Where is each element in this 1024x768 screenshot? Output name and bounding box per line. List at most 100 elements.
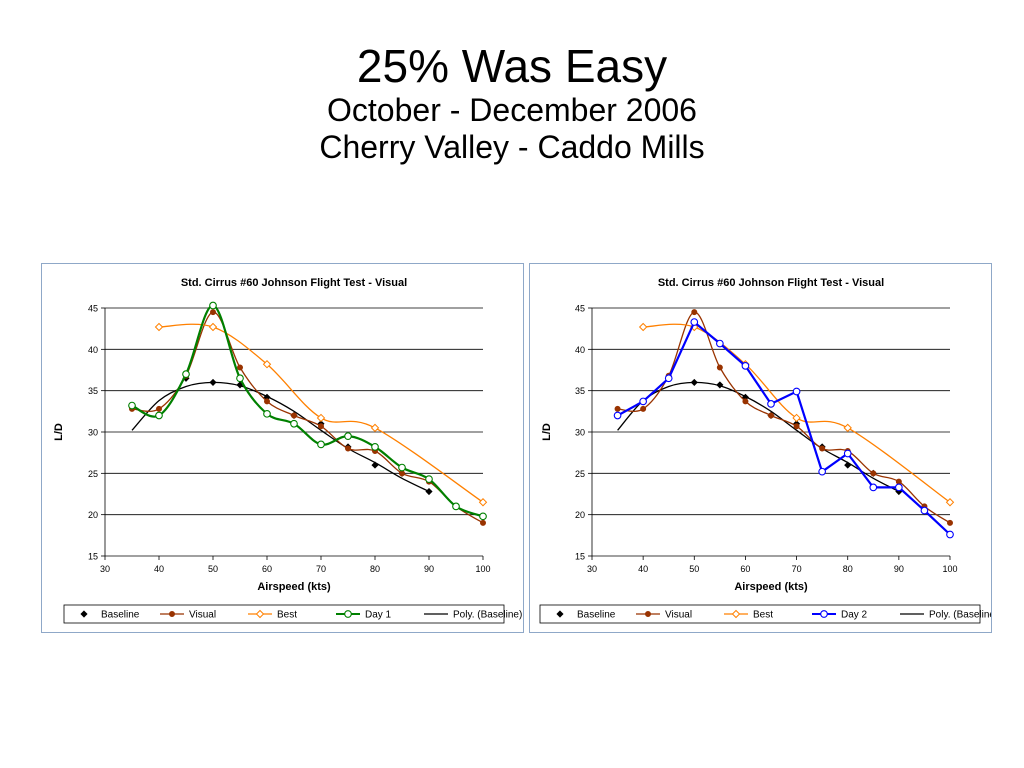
data-point — [479, 512, 487, 521]
y-axis-label: L/D — [541, 423, 553, 441]
legend-swatch-marker — [80, 610, 88, 618]
y-tick-label: 30 — [88, 428, 98, 438]
data-point — [844, 461, 852, 469]
data-point — [479, 519, 486, 526]
series-line — [158, 323, 484, 503]
series-line — [617, 320, 951, 536]
y-tick-label: 30 — [575, 428, 585, 438]
legend-swatch-marker — [169, 610, 176, 617]
x-tick-label: 100 — [942, 564, 957, 574]
data-point — [741, 362, 750, 370]
data-point — [263, 409, 271, 418]
data-point — [793, 423, 800, 430]
legend-label: Poly. (Baseline) — [929, 610, 991, 621]
data-point — [344, 432, 352, 440]
legend-box — [63, 604, 505, 624]
data-point — [452, 502, 460, 511]
x-tick-label: 60 — [262, 564, 272, 574]
y-tick-label: 25 — [88, 469, 98, 479]
y-tick-label: 15 — [88, 552, 98, 562]
data-point — [209, 378, 217, 386]
legend-label: Day 1 — [365, 610, 392, 621]
legend: Baseline Visual Best Day 1 Poly. (Baseline) — [63, 604, 522, 624]
data-point — [155, 411, 163, 420]
data-point — [767, 400, 775, 408]
y-tick-label: 35 — [88, 386, 98, 396]
title-block: 25% Was Easy October - December 2006 Che… — [0, 40, 1024, 166]
chart-panel-left: Std. Cirrus #60 Johnson Flight Test - Vi… — [41, 263, 524, 633]
data-point — [478, 498, 488, 507]
data-point — [895, 483, 903, 492]
chart-panel-right: Std. Cirrus #60 Johnson Flight Test - Vi… — [529, 263, 992, 633]
data-point — [767, 412, 774, 419]
y-tick-label: 40 — [575, 345, 585, 355]
data-point — [792, 387, 801, 396]
x-axis-label: Airspeed (kts) — [734, 581, 808, 593]
data-point — [344, 445, 351, 452]
data-point — [638, 322, 648, 332]
data-point — [716, 381, 724, 389]
series-best — [638, 322, 955, 507]
data-point — [398, 463, 406, 472]
x-tick-label: 80 — [370, 564, 380, 574]
data-point — [945, 498, 955, 507]
legend-label: Day 2 — [841, 610, 868, 621]
data-point — [236, 374, 244, 383]
data-point — [371, 443, 379, 451]
legend-swatch-marker — [344, 610, 352, 618]
data-point — [664, 374, 673, 383]
data-point — [742, 398, 749, 405]
data-point — [946, 519, 953, 526]
data-point — [370, 423, 380, 433]
chart-left: Std. Cirrus #60 Johnson Flight Test - Vi… — [53, 277, 522, 624]
series-poly-baseline — [617, 381, 900, 493]
y-tick-label: 20 — [575, 510, 585, 520]
series-day-1 — [128, 301, 487, 521]
series-line — [131, 381, 430, 493]
data-point — [263, 398, 270, 405]
chart-right: Std. Cirrus #60 Johnson Flight Test - Vi… — [539, 277, 991, 624]
data-point — [691, 309, 698, 316]
data-point — [316, 413, 326, 423]
legend-label: Visual — [189, 610, 216, 621]
legend-label: Baseline — [577, 610, 616, 621]
x-tick-label: 40 — [638, 564, 648, 574]
data-point — [920, 506, 929, 515]
data-point — [290, 412, 297, 419]
legend-item: Best — [724, 610, 773, 621]
data-point — [262, 360, 272, 369]
data-point — [613, 411, 622, 420]
data-point — [614, 405, 621, 412]
chart-title: Std. Cirrus #60 Johnson Flight Test - Vi… — [658, 277, 884, 289]
legend-item: Poly. (Baseline) — [900, 610, 991, 621]
legend-swatch-marker — [556, 610, 564, 618]
data-point — [843, 449, 852, 458]
data-point — [236, 364, 243, 371]
data-point — [869, 483, 878, 492]
data-point — [895, 478, 902, 485]
data-point — [640, 405, 647, 412]
data-point — [690, 378, 698, 386]
y-tick-label: 25 — [575, 469, 585, 479]
data-point — [690, 318, 699, 326]
x-tick-label: 90 — [894, 564, 904, 574]
data-point — [843, 423, 852, 433]
data-point — [156, 405, 163, 412]
x-tick-label: 100 — [475, 564, 490, 574]
series-visual — [614, 309, 953, 526]
data-point — [946, 530, 954, 539]
data-point — [208, 322, 218, 332]
series-visual — [129, 309, 486, 526]
data-point — [425, 487, 433, 496]
data-point — [128, 401, 136, 410]
data-point — [154, 322, 164, 332]
y-axis-label: L/D — [53, 423, 65, 441]
series-best — [154, 322, 488, 507]
legend-item: Baseline — [80, 610, 140, 621]
series-line — [131, 304, 484, 518]
legend-item: Baseline — [556, 610, 616, 621]
legend-swatch-marker — [820, 610, 828, 618]
x-tick-label: 50 — [208, 564, 218, 574]
legend-item: Visual — [636, 610, 692, 621]
data-point — [317, 423, 324, 430]
